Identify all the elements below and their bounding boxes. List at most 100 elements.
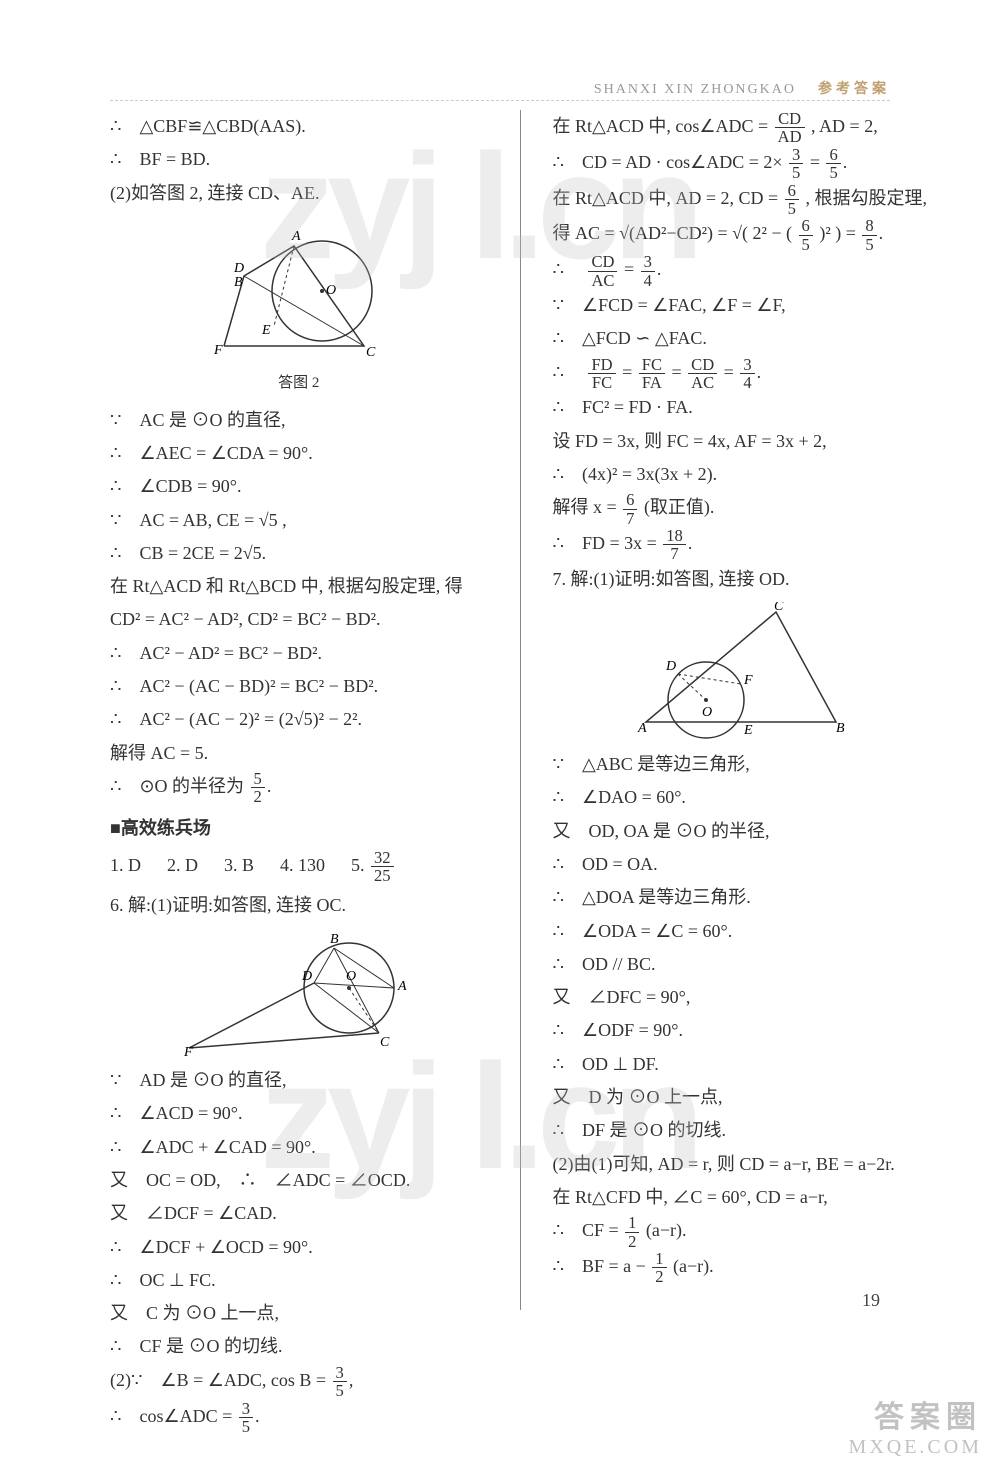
frac-den: 7 [663, 545, 686, 562]
fraction: 67 [623, 491, 637, 527]
page: SHANXI XIN ZHONGKAO 参考答案 zyj l.cn zyj l.… [0, 0, 1000, 1471]
frac-den: 2 [652, 1268, 666, 1285]
text-line: ∴ ∠ADC + ∠CAD = 90°. [110, 1131, 488, 1164]
svg-text:D: D [301, 969, 312, 984]
text-line: 又 D 为 ⊙O 上一点, [553, 1081, 931, 1114]
text-line: ∴ △FCD ∽ △FAC. [553, 322, 931, 355]
text-line: ∴ AC² − AD² = BC² − BD². [110, 637, 488, 670]
header-divider [110, 100, 890, 101]
fraction: CDAD [775, 110, 805, 146]
text-line: 6. 解:(1)证明:如答图, 连接 OC. [110, 889, 488, 922]
text-line: 7. 解:(1)证明:如答图, 连接 OD. [553, 563, 931, 596]
text-line: ∴ OD ⊥ DF. [553, 1048, 931, 1081]
svg-text:D: D [233, 261, 244, 276]
left-column: ∴ △CBF≌△CBD(AAS). ∴ BF = BD. (2)如答图 2, 连… [110, 110, 488, 1310]
frac-den: 4 [641, 272, 655, 289]
fraction: CDAC [688, 356, 717, 392]
frac-num: CD [588, 253, 617, 271]
text-span: ∴ CF = [553, 1220, 619, 1240]
text-line: ∵ △ABC 是等边三角形, [553, 748, 931, 781]
frac-den: 5 [799, 236, 813, 253]
figure-2-caption: 答图 2 [278, 370, 319, 398]
frac-num: 6 [799, 217, 813, 235]
answers-row: 1. D 2. D 3. B 4. 130 5. 3225 [110, 849, 488, 885]
frac-den: FC [588, 374, 615, 391]
text-line: ∴ AC² − (AC − 2)² = (2√5)² − 2². [110, 703, 488, 736]
svg-text:F: F [184, 1045, 193, 1058]
text-line: 解得 AC = 5. [110, 737, 488, 770]
text-line: ∴ FD = 3x = 187. [553, 527, 931, 563]
fraction: 85 [862, 217, 876, 253]
fraction: 187 [663, 527, 686, 563]
text-line: ∴ △CBF≌△CBD(AAS). [110, 110, 488, 143]
text-span: 在 Rt△ACD 中, cos∠ADC = [553, 116, 769, 136]
text-line: 在 Rt△CFD 中, ∠C = 60°, CD = a−r, [553, 1181, 931, 1214]
text-span: (a−r). [646, 1220, 687, 1240]
text-span: (取正值). [644, 497, 715, 517]
text-line: ∴ BF = a − 12 (a−r). [553, 1250, 931, 1286]
svg-text:C: C [366, 345, 376, 360]
fraction: 65 [826, 146, 840, 182]
text-line: ∴ ∠ODF = 90°. [553, 1014, 931, 1047]
frac-num: 32 [371, 849, 394, 867]
answer-5: 5. 3225 [351, 849, 396, 885]
svg-text:C: C [380, 1035, 390, 1050]
frac-den: 2 [625, 1233, 639, 1250]
figure-6-svg: F D B A C O [184, 928, 414, 1058]
text-line: ∴ OD = OA. [553, 848, 931, 881]
text-line: ∴ CDAC = 34. [553, 253, 931, 289]
fraction: 65 [785, 182, 799, 218]
svg-text:E: E [261, 323, 271, 338]
text-span: 在 Rt△ACD 中, AD = 2, CD = [553, 188, 779, 208]
column-divider [520, 110, 521, 1310]
frac-num: 6 [785, 182, 799, 200]
svg-text:F: F [214, 343, 223, 358]
page-header: SHANXI XIN ZHONGKAO 参考答案 [594, 78, 890, 98]
frac-num: 6 [623, 491, 637, 509]
frac-den: AC [588, 272, 617, 289]
text-span: ∴ [553, 259, 582, 279]
frac-num: 1 [652, 1250, 666, 1268]
text-line: ∴ ∠CDB = 90°. [110, 470, 488, 503]
text-line: ∴ ⊙O 的半径为 52. [110, 770, 488, 806]
text-line: ∴ ∠AEC = ∠CDA = 90°. [110, 437, 488, 470]
svg-text:O: O [346, 969, 356, 984]
text-span: 解得 x = [553, 497, 617, 517]
content-columns: ∴ △CBF≌△CBD(AAS). ∴ BF = BD. (2)如答图 2, 连… [110, 110, 930, 1310]
text-line: 解得 x = 67 (取正值). [553, 491, 931, 527]
text-line: ∴ AC² − (AC − BD)² = BC² − BD². [110, 670, 488, 703]
frac-num: 3 [641, 253, 655, 271]
frac-num: CD [688, 356, 717, 374]
fraction: 12 [652, 1250, 666, 1286]
fraction: 34 [641, 253, 655, 289]
frac-den: 7 [623, 510, 637, 527]
text-line: ∴ ∠ODA = ∠C = 60°. [553, 915, 931, 948]
text-line: CD² = AC² − AD², CD² = BC² − BD². [110, 603, 488, 636]
text-line: ∴ ∠DCF + ∠OCD = 90°. [110, 1231, 488, 1264]
text-span: = [810, 152, 820, 172]
text-line: 又 C 为 ⊙O 上一点, [110, 1297, 488, 1330]
text-line: ∵ ∠FCD = ∠FAC, ∠F = ∠F, [553, 289, 931, 322]
frac-den: AC [688, 374, 717, 391]
text-line: (2)如答图 2, 连接 CD、AE. [110, 177, 488, 210]
header-pinyin: SHANXI XIN ZHONGKAO [594, 82, 796, 97]
fraction: 65 [799, 217, 813, 253]
frac-num: FD [588, 356, 615, 374]
frac-den: 2 [251, 788, 265, 805]
text-line: 又 ∠DFC = 90°, [553, 981, 931, 1014]
text-line: 在 Rt△ACD 和 Rt△BCD 中, 根据勾股定理, 得 [110, 570, 488, 603]
fraction: 12 [625, 1214, 639, 1250]
text-span: ∴ CD = AD · cos∠ADC = 2× [553, 152, 783, 172]
fraction: FDFC [588, 356, 615, 392]
text-line: ∴ OD // BC. [553, 948, 931, 981]
svg-text:O: O [326, 283, 336, 298]
text-span: )² ) = [819, 223, 856, 243]
figure-7-svg: A B C D F O E [636, 602, 846, 742]
text-span: ∴ [553, 362, 582, 382]
text-line: ∴ ∠ACD = 90°. [110, 1097, 488, 1130]
svg-text:B: B [330, 932, 339, 947]
text-line: ∴ CD = AD · cos∠ADC = 2× 35 = 65. [553, 146, 931, 182]
frac-num: 6 [826, 146, 840, 164]
frac-den: 5 [333, 1382, 347, 1399]
fraction: 34 [740, 356, 754, 392]
